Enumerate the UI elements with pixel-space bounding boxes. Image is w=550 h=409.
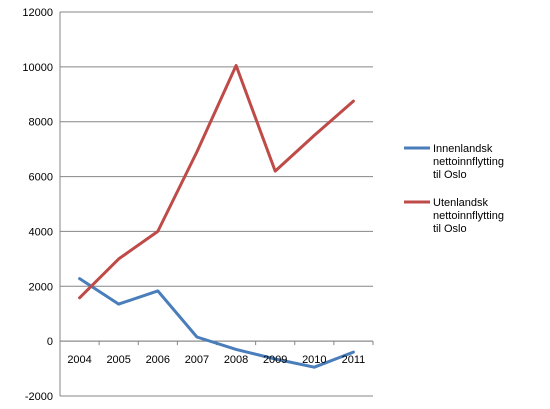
legend-label-line: nettoinnflytting	[433, 156, 504, 168]
series-line-2	[78, 64, 355, 300]
series-line-1	[78, 277, 355, 369]
y-tick-label: 4000	[29, 226, 53, 238]
y-tick-label: 8000	[29, 117, 53, 129]
legend-label-line: Utenlandsk	[433, 197, 489, 209]
x-tick-label: 2008	[224, 354, 248, 366]
x-tick-label: 2006	[146, 354, 170, 366]
y-tick-label: 0	[47, 336, 53, 348]
x-tick-label: 2011	[342, 354, 366, 366]
y-tick-label: 12000	[22, 7, 53, 19]
x-tick-label: 2004	[67, 354, 91, 366]
x-tick-label: 2005	[106, 354, 130, 366]
y-tick-label: 6000	[29, 172, 53, 184]
legend-label-line: til Oslo	[433, 223, 467, 235]
legend-entry: Innenlandsk nettoinnflytting til Oslo	[433, 143, 504, 181]
legend-label-line: til Oslo	[433, 169, 467, 181]
y-tick-label: -2000	[25, 391, 53, 403]
x-tick-label: 2009	[263, 354, 287, 366]
x-tick-label: 2007	[185, 354, 209, 366]
legend-entry: Utenlandsk nettoinnflytting til Oslo	[433, 197, 504, 235]
x-tick-label: 2010	[302, 354, 326, 366]
legend-label-line: Innenlandsk	[433, 143, 493, 155]
legend-label-line: nettoinnflytting	[433, 210, 504, 222]
y-tick-label: 2000	[29, 281, 53, 293]
y-tick-label: 10000	[22, 62, 53, 74]
